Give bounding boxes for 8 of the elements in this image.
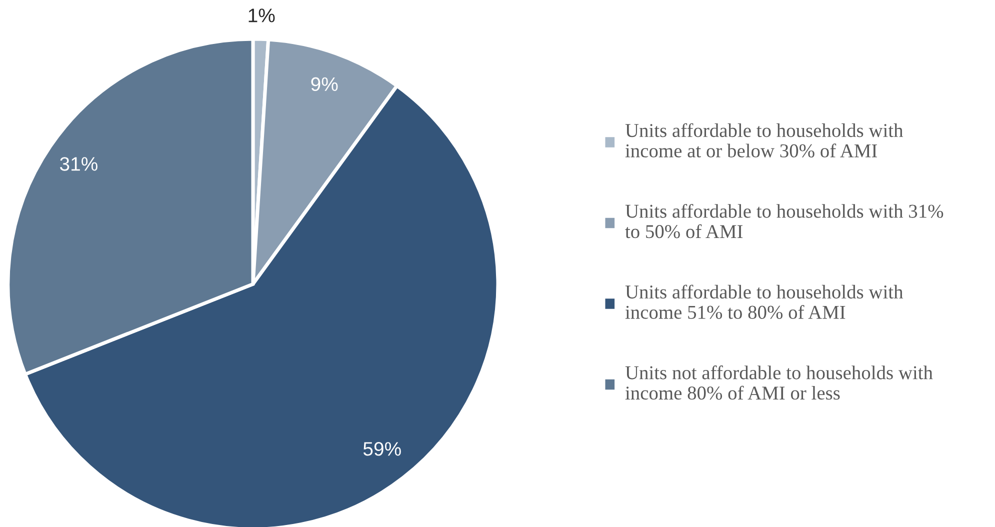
- legend-label: Units not affordable to households with income 80% of AMI or less: [625, 365, 933, 400]
- legend-label: Units affordable to households with income 51% to 80% of AMI: [625, 284, 904, 319]
- data-label: 9%: [311, 77, 338, 92]
- legend-label: Units affordable to households with 31% to 50% of AMI: [625, 204, 944, 238]
- data-label: 59%: [363, 442, 401, 456]
- data-label: 31%: [60, 157, 98, 171]
- data-label: 1%: [248, 8, 275, 22]
- legend-label: Units affordable to households with income at or below 30% of AMI: [625, 123, 904, 158]
